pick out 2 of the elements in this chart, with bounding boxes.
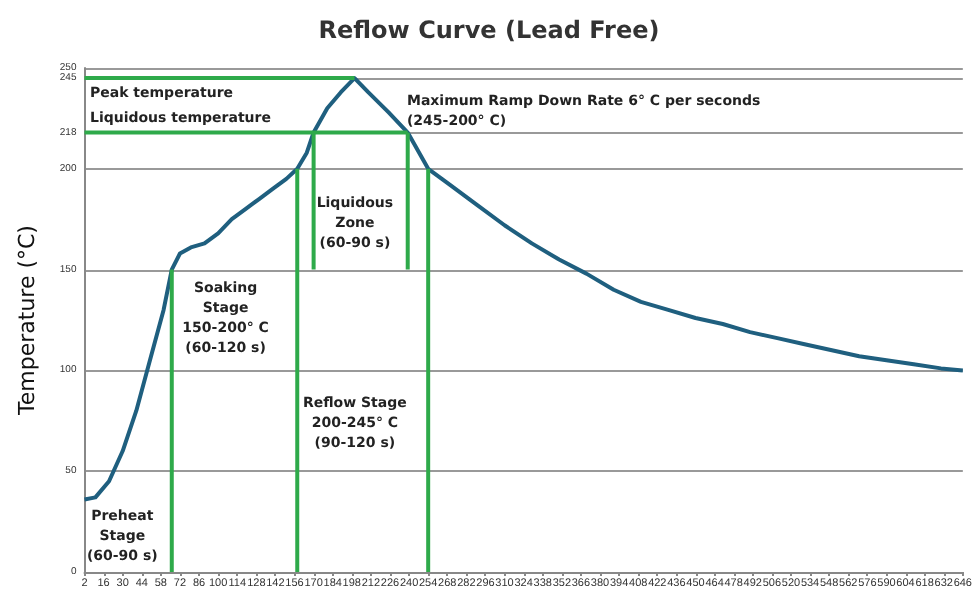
chart-title: Reflow Curve (Lead Free) bbox=[318, 16, 660, 44]
y-axis-title: Temperature (°C) bbox=[14, 225, 40, 417]
